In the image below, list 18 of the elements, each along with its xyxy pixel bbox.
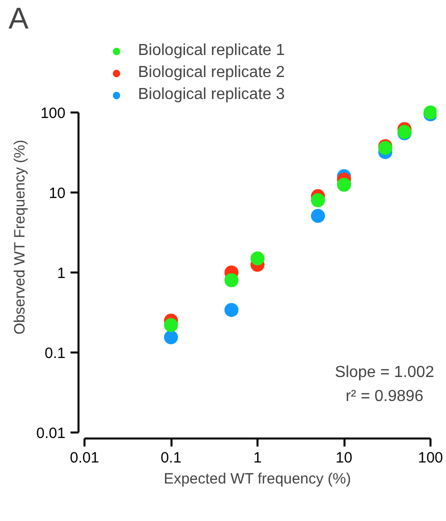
legend-label: Biological replicate 1 [138, 42, 285, 60]
annotation: Slope = 1.002 [334, 364, 434, 381]
x-tick-label: 10 [336, 450, 352, 466]
x-tick-label: 0.01 [70, 450, 100, 466]
y-axis-title: Observed WT Frequency (%) [11, 140, 28, 335]
annotation: r² = 0.9896 [346, 388, 424, 405]
y-tick-label: 1 [57, 265, 66, 282]
y-tick-label: 0.01 [36, 425, 66, 442]
x-tick-label: 1 [253, 450, 262, 466]
y-tick-label: 10 [48, 185, 66, 202]
legend-label: Biological replicate 3 [138, 86, 285, 104]
y-tick-label: 0.1 [44, 345, 66, 362]
text: A [8, 2, 29, 36]
x-tick-label: 100 [418, 450, 444, 466]
x-axis-title: Expected WT frequency (%) [164, 470, 352, 488]
legend-label: Biological replicate 2 [138, 64, 285, 82]
x-tick-label: 0.1 [160, 450, 182, 466]
y-tick-label: 100 [40, 105, 66, 122]
